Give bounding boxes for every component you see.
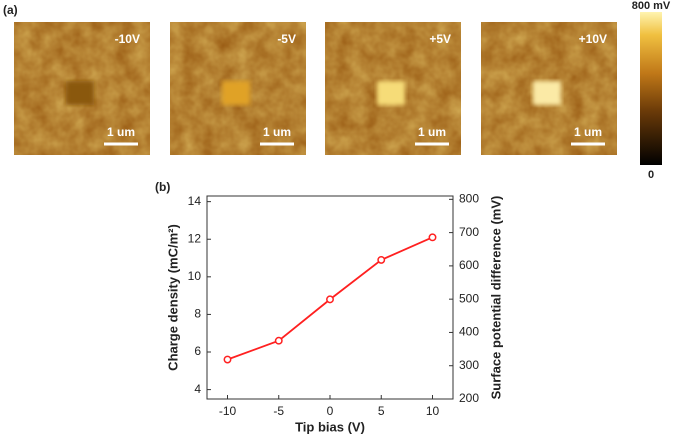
charged-square <box>222 81 250 105</box>
x-tick-label: 10 <box>426 404 440 418</box>
colorbar-min: 0 <box>648 169 654 181</box>
image-label: +5V <box>429 32 451 46</box>
y2-tick-label: 400 <box>459 325 479 339</box>
scale-bar-label: 1 um <box>107 125 135 139</box>
data-point <box>274 336 283 345</box>
charged-square <box>66 81 94 105</box>
data-point <box>428 233 437 242</box>
x-tick-label: 0 <box>327 404 334 418</box>
y-tick-label: 14 <box>188 194 202 208</box>
image-label: +10V <box>579 32 607 46</box>
x-tick-label: -5 <box>273 404 284 418</box>
charged-square <box>377 81 405 105</box>
scale-bar-label: 1 um <box>418 125 446 139</box>
y2-tick-label: 200 <box>459 391 479 405</box>
scale-bar-label: 1 um <box>263 125 291 139</box>
y-tick-label: 12 <box>188 231 202 245</box>
panel-label: (a) <box>3 3 18 17</box>
y2-tick-label: 700 <box>459 225 479 239</box>
panel-label: (b) <box>155 180 170 194</box>
y2-tick-label: 800 <box>459 191 479 205</box>
image-label: -5V <box>277 32 296 46</box>
y-tick-label: 4 <box>194 382 201 396</box>
colorbar-max: 800 mV <box>632 0 671 12</box>
charged-square <box>533 81 561 105</box>
x-tick-label: -10 <box>219 404 237 418</box>
y-tick-label: 10 <box>188 269 202 283</box>
y-axis-label: Charge density (mC/m²) <box>165 224 180 371</box>
data-point <box>326 295 334 304</box>
y2-tick-label: 300 <box>459 358 479 372</box>
y-tick-label: 8 <box>194 307 201 321</box>
y2-tick-label: 500 <box>459 291 479 305</box>
data-point <box>377 255 386 264</box>
data-point <box>223 355 232 364</box>
scale-bar-label: 1 um <box>574 125 602 139</box>
x-tick-label: 5 <box>378 404 385 418</box>
y2-tick-label: 600 <box>459 258 479 272</box>
image-label: -10V <box>115 32 140 46</box>
y2-axis-label: Surface potential difference (mV) <box>488 196 503 400</box>
y-tick-label: 6 <box>194 344 201 358</box>
colorbar <box>640 12 662 165</box>
x-axis-label: Tip bias (V) <box>295 419 365 434</box>
